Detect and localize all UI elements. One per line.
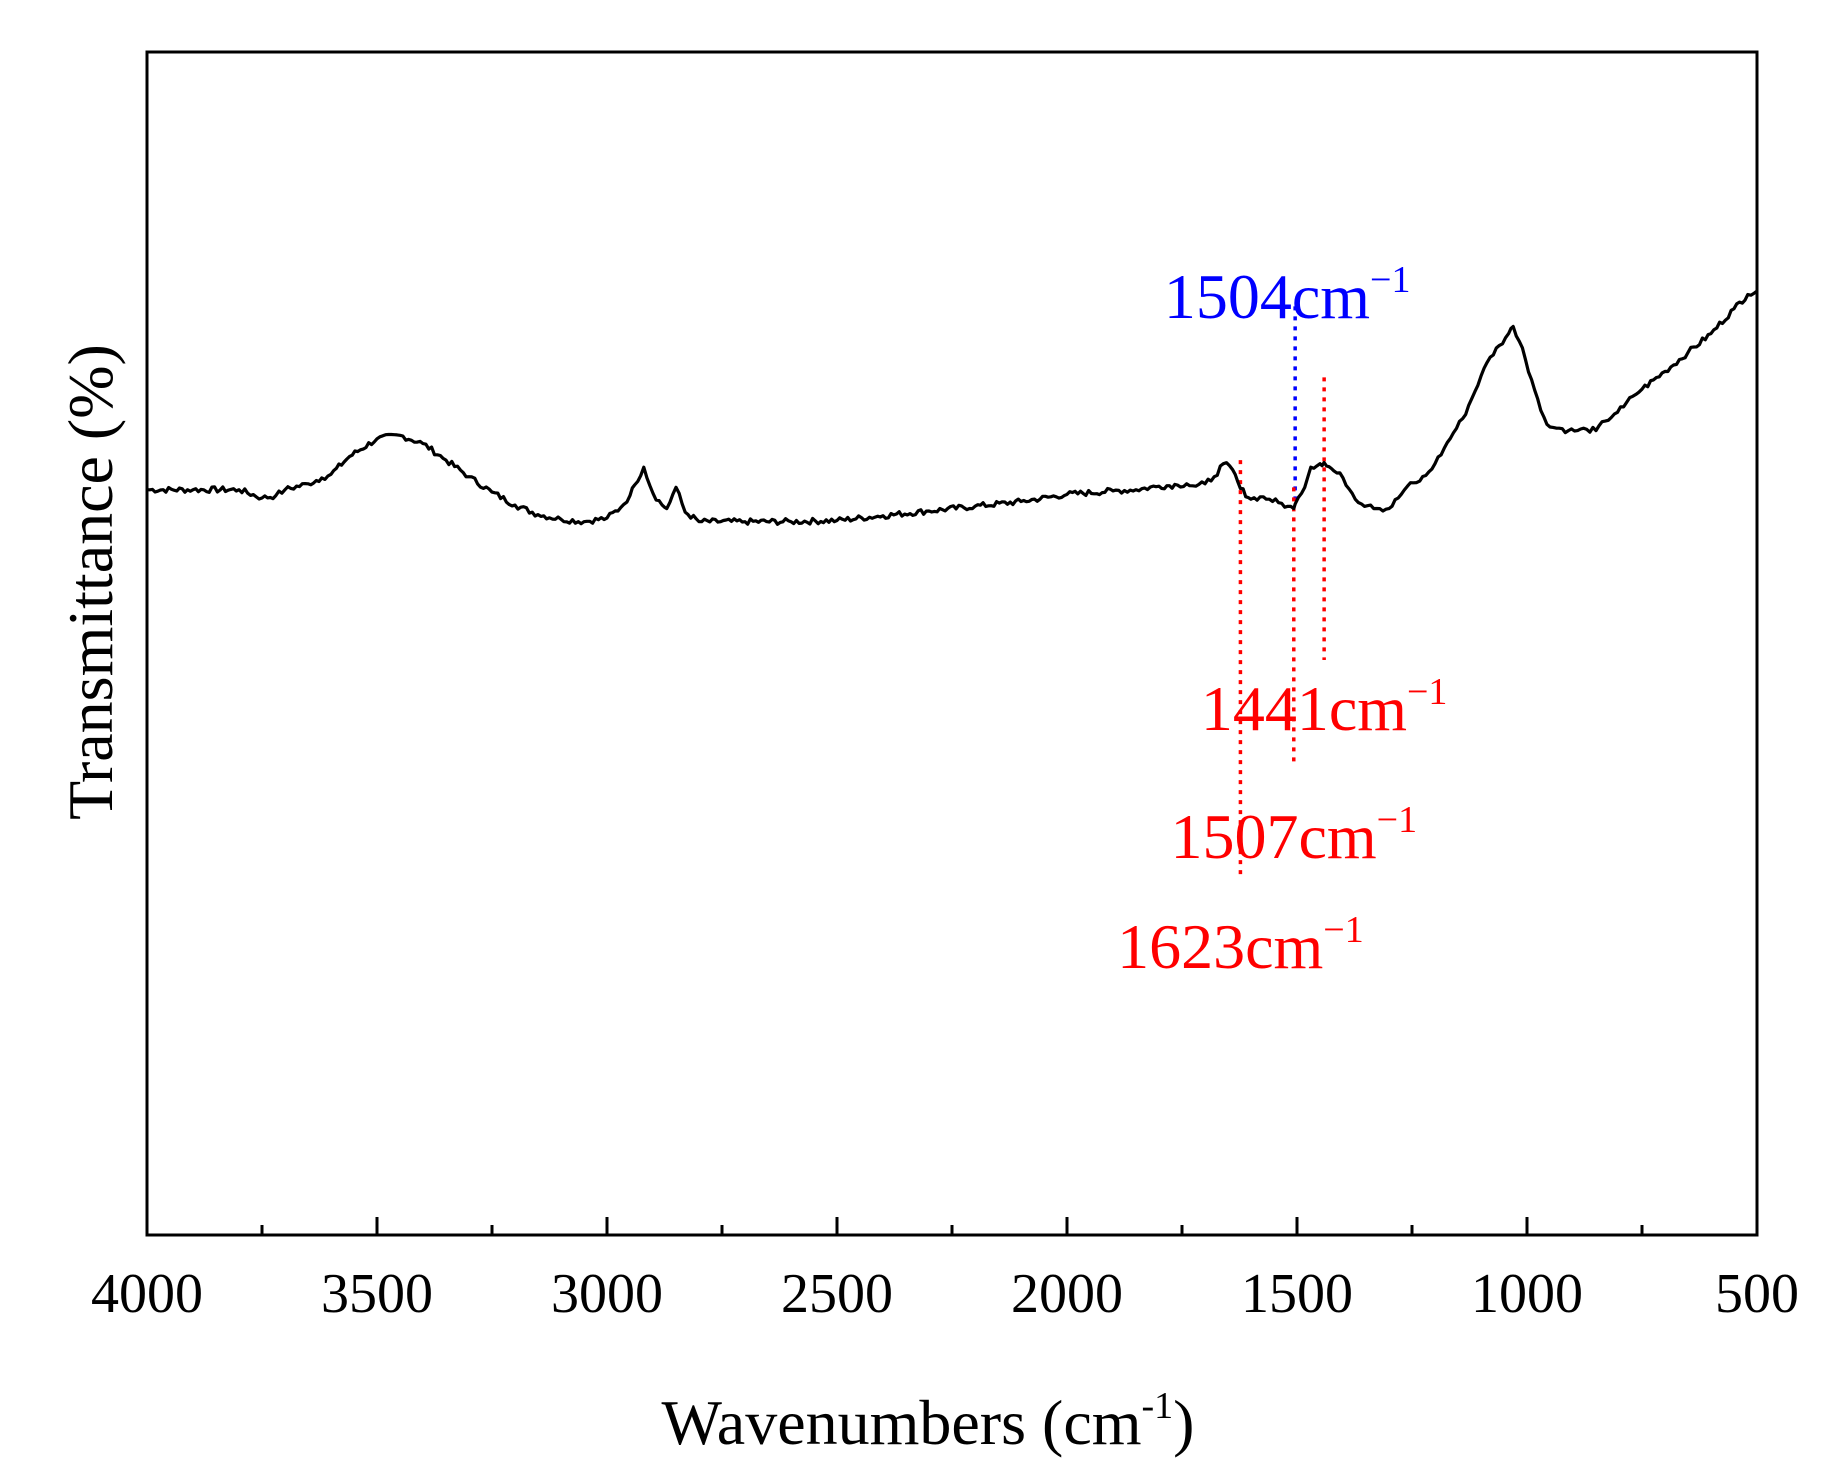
annotation-label: 1441cm−1 [1201,671,1448,744]
x-tick-group: 4000 3500 3000 2500 2000 1500 1000 500 [91,1217,1799,1325]
x-tick-label: 4000 [91,1263,203,1325]
annotation-label-group: 1504cm−1 1441cm−1 1507cm−1 1623cm−1 [1117,259,1447,982]
y-axis-title: Transmittance (%) [55,344,126,820]
x-tick-label: 2500 [781,1263,893,1325]
x-tick-label: 3000 [551,1263,663,1325]
x-tick-label: 2000 [1011,1263,1123,1325]
x-tick-label: 3500 [321,1263,433,1325]
x-tick-label: 500 [1715,1263,1799,1325]
plot-frame [145,50,1759,1237]
x-axis-title-sup: -1 [1142,1385,1174,1427]
x-axis-title: Wavenumbers (cm-1) [662,1385,1195,1458]
x-axis-title-main: Wavenumbers (cm [662,1387,1142,1458]
annotation-label: 1507cm−1 [1170,799,1417,872]
x-axis-title-close: ) [1173,1387,1194,1458]
annotation-label: 1623cm−1 [1117,909,1364,982]
annotation-label: 1504cm−1 [1164,259,1411,332]
spectrum-line [146,289,1758,526]
x-tick-label: 1500 [1241,1263,1353,1325]
x-tick-label: 1000 [1471,1263,1583,1325]
annotation-line-group [1238,306,1326,878]
